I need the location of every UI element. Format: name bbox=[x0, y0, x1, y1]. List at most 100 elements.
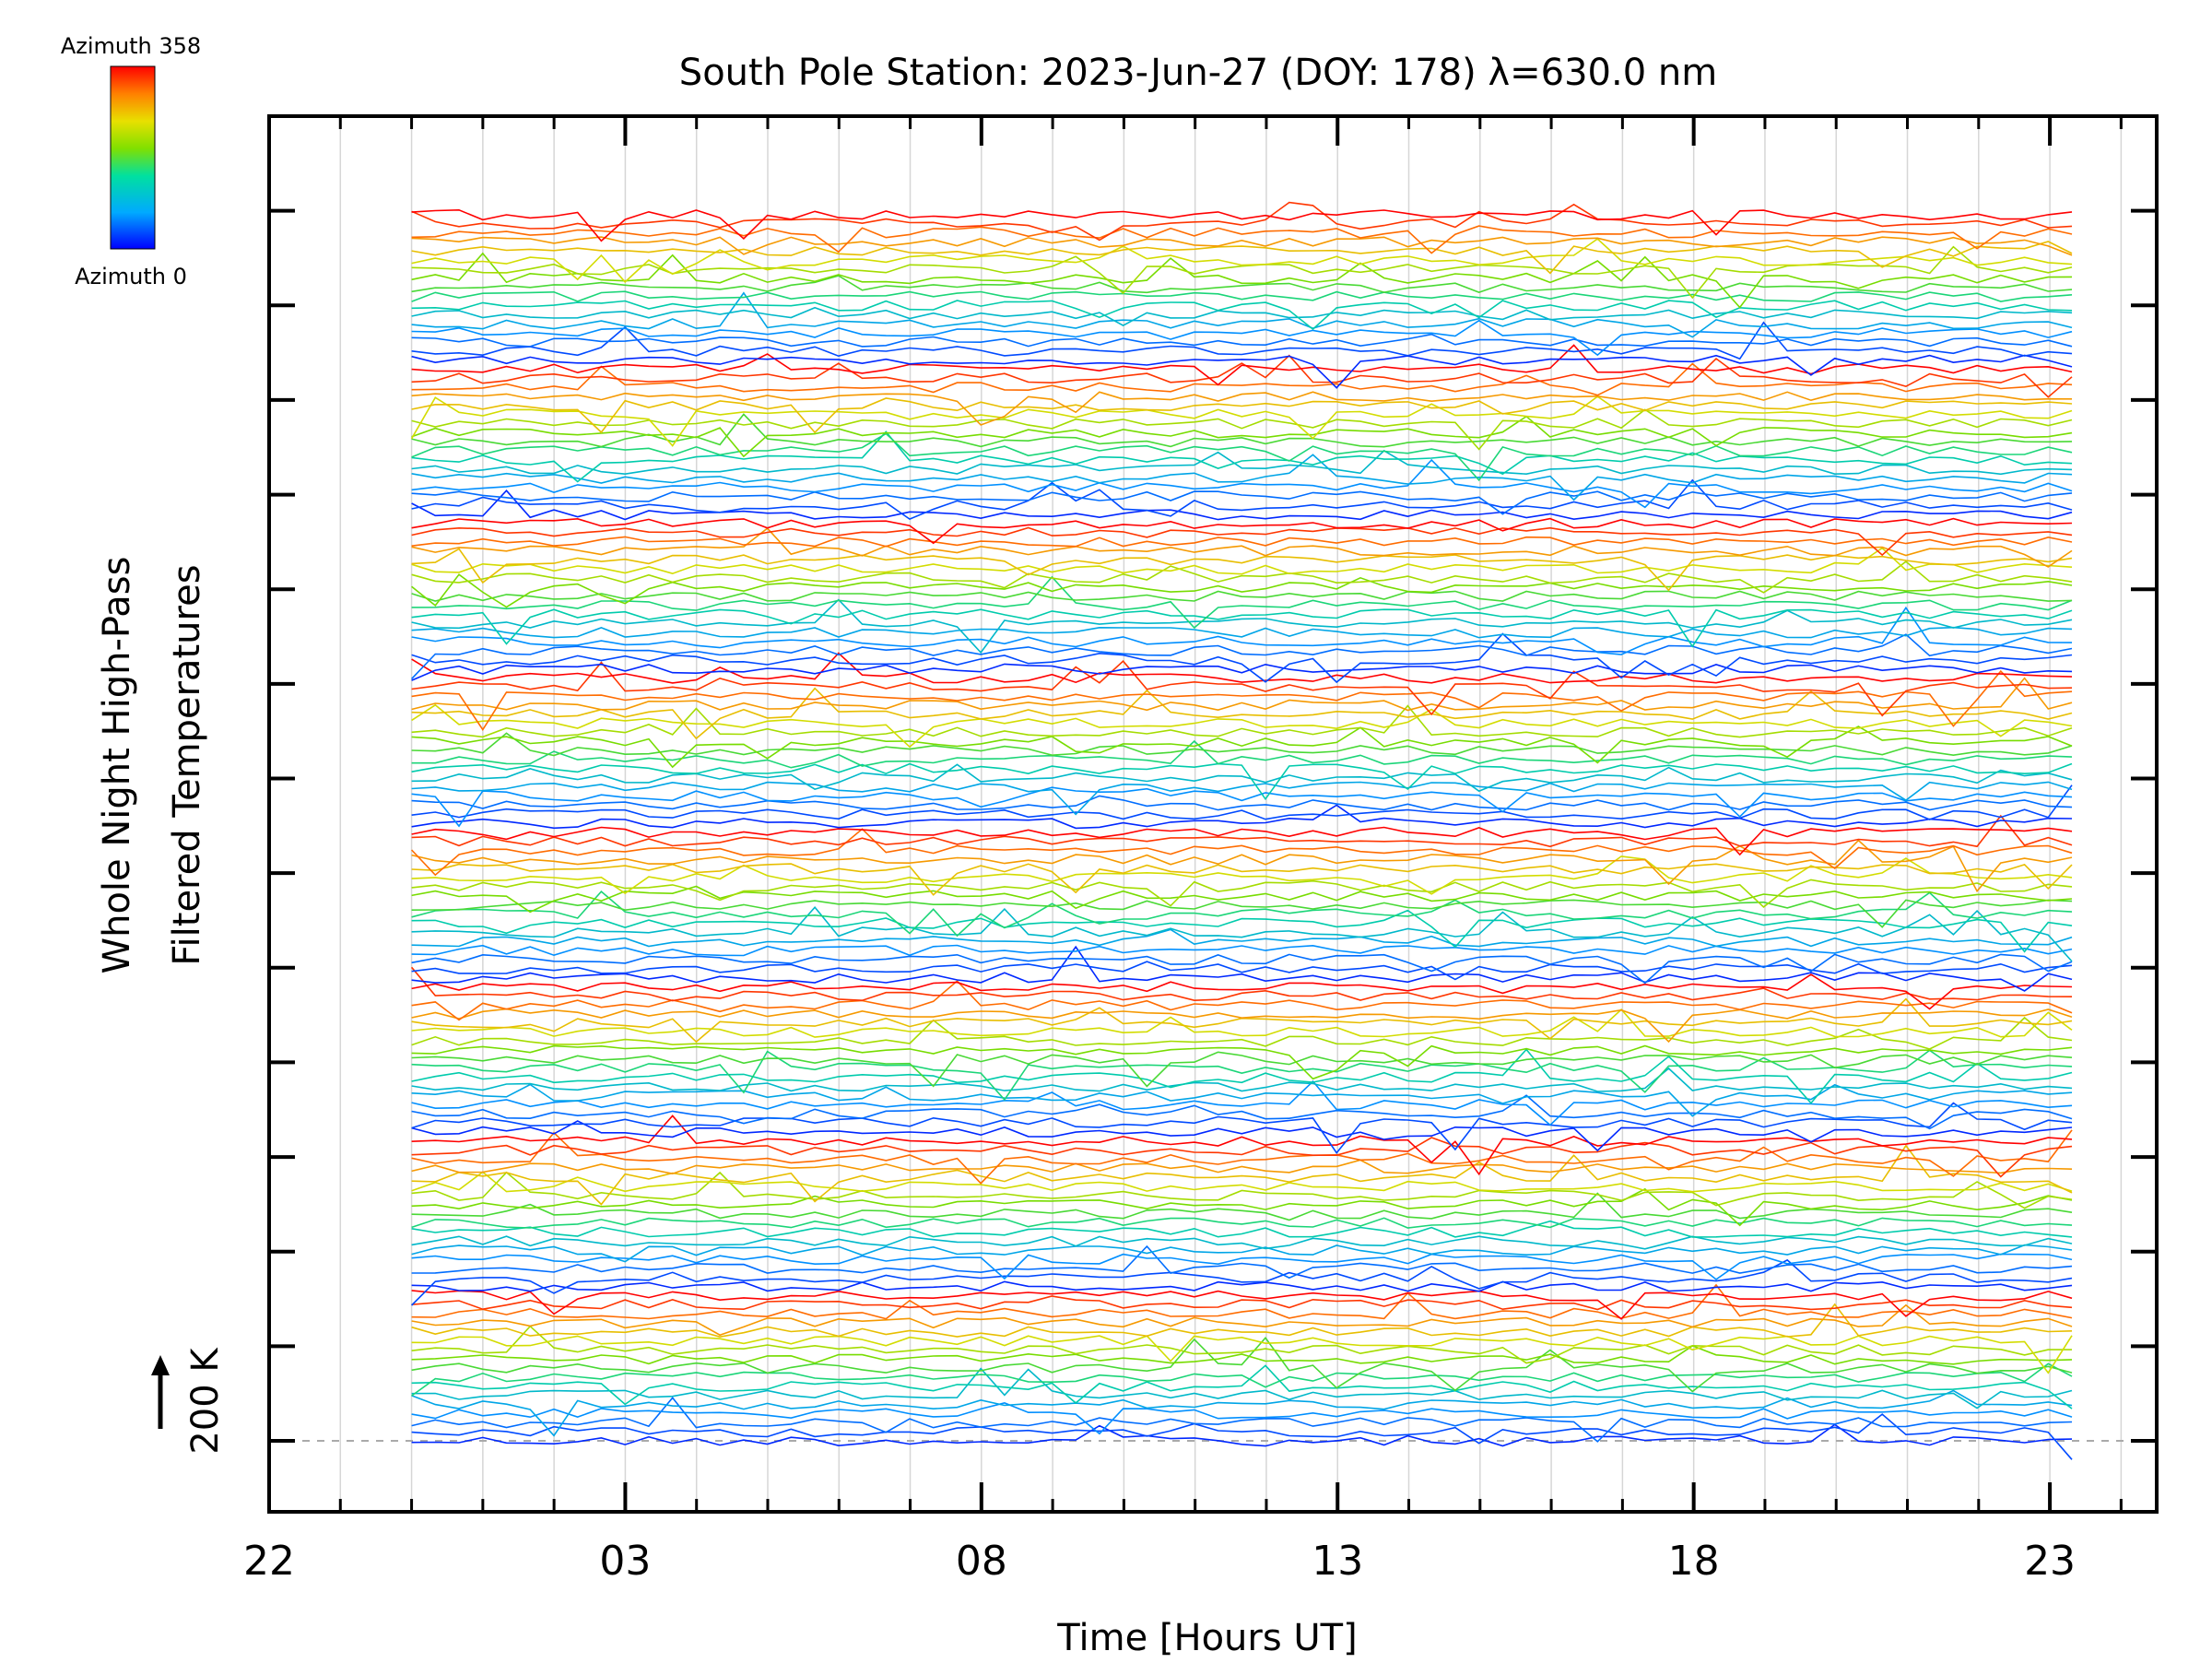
series-line bbox=[411, 1367, 2073, 1409]
series-line bbox=[411, 828, 2073, 877]
series-line bbox=[411, 1345, 2073, 1365]
series-line bbox=[411, 1144, 2073, 1206]
series-line bbox=[411, 1137, 2073, 1178]
y-axis-label-line-1: Whole Night High-Pass bbox=[96, 557, 138, 974]
series-line bbox=[411, 909, 2073, 953]
series-line bbox=[411, 855, 2073, 895]
x-tick-label: 18 bbox=[1668, 1538, 1720, 1585]
series-line bbox=[411, 1129, 2073, 1185]
series-line bbox=[411, 928, 2073, 948]
series-line bbox=[411, 633, 2073, 679]
series-line bbox=[410, 966, 2073, 1002]
series-line bbox=[411, 449, 2073, 476]
y-axis-label: Whole Night High-Pass Filtered Temperatu… bbox=[96, 557, 208, 974]
series-line bbox=[411, 781, 2073, 816]
series-line bbox=[411, 899, 2073, 928]
series-line bbox=[411, 1171, 2073, 1209]
series-line bbox=[411, 660, 2073, 717]
x-tick-label: 13 bbox=[1312, 1538, 1363, 1585]
series-line bbox=[411, 961, 2073, 981]
series-line bbox=[411, 291, 2073, 338]
scale-indicator: 200 K bbox=[151, 1347, 227, 1455]
series-line bbox=[411, 663, 2073, 681]
series-line bbox=[411, 238, 2073, 283]
series-line bbox=[411, 1094, 2073, 1130]
series-line bbox=[411, 1235, 2073, 1250]
legend-top-label: Azimuth 358 bbox=[61, 33, 201, 59]
series-line bbox=[411, 1079, 2073, 1126]
series-line bbox=[411, 1016, 2073, 1050]
series-line bbox=[411, 1159, 2073, 1175]
series-line bbox=[411, 236, 2073, 256]
series-line bbox=[411, 703, 2073, 749]
x-tick-label: 23 bbox=[2024, 1538, 2076, 1585]
series-line bbox=[411, 354, 2073, 398]
series-line bbox=[411, 590, 2073, 602]
series-line bbox=[411, 241, 2073, 275]
series-line bbox=[411, 762, 2073, 801]
series-line bbox=[411, 890, 2073, 938]
series-line bbox=[411, 333, 2073, 348]
series-line bbox=[411, 1220, 2073, 1238]
series-line bbox=[411, 458, 2073, 509]
series-line bbox=[411, 944, 2073, 957]
series-line bbox=[411, 560, 2073, 594]
series-line bbox=[411, 608, 2073, 648]
series-line bbox=[411, 1402, 2073, 1435]
series-line bbox=[411, 677, 2073, 712]
x-tick-label: 22 bbox=[243, 1538, 295, 1585]
series-line bbox=[411, 208, 2073, 242]
series-line bbox=[411, 454, 2073, 501]
scale-arrow-head bbox=[151, 1355, 170, 1375]
series-line bbox=[411, 547, 2073, 575]
series-line bbox=[411, 354, 2073, 389]
series-line bbox=[411, 391, 2073, 426]
series-line bbox=[411, 432, 2073, 482]
series-line bbox=[411, 652, 2073, 684]
series-line bbox=[411, 1120, 2073, 1152]
series-line bbox=[411, 980, 2073, 1021]
series-line bbox=[411, 1337, 2073, 1393]
series-line bbox=[411, 527, 2073, 568]
series-line bbox=[411, 536, 2073, 548]
series-line bbox=[411, 1049, 2073, 1102]
plot-area: 22 03 08 13 18 23 bbox=[243, 114, 2159, 1585]
legend-bottom-label: Azimuth 0 bbox=[75, 264, 187, 289]
series-line bbox=[411, 489, 2073, 521]
series-line bbox=[411, 704, 2073, 738]
series-line bbox=[411, 1303, 2073, 1337]
series-line bbox=[411, 1325, 2072, 1364]
series-line bbox=[411, 1303, 2073, 1339]
series-line bbox=[411, 225, 2073, 254]
series-line bbox=[411, 430, 2073, 483]
series-line bbox=[411, 517, 2073, 545]
series-line bbox=[411, 795, 2073, 811]
series-line bbox=[411, 321, 2073, 360]
series-line bbox=[411, 1335, 2073, 1374]
series-line bbox=[411, 1389, 2073, 1437]
chart-title: South Pole Station: 2023-Jun-27 (DOY: 17… bbox=[679, 52, 1717, 94]
series-line bbox=[411, 1115, 2073, 1176]
series-line bbox=[411, 490, 2073, 515]
series-line bbox=[411, 306, 2073, 327]
series-line bbox=[411, 1083, 2073, 1117]
series-line bbox=[411, 784, 2073, 820]
series-line bbox=[411, 804, 2073, 830]
series-line bbox=[411, 397, 2073, 434]
series-line bbox=[411, 526, 2073, 557]
series-line bbox=[411, 1362, 2073, 1397]
series-line bbox=[411, 1048, 2073, 1104]
series-line bbox=[411, 786, 2073, 828]
series-line bbox=[411, 573, 2073, 608]
x-axis-label: Time [Hours UT] bbox=[1056, 1617, 1357, 1659]
x-tick-label: 08 bbox=[956, 1538, 1007, 1585]
y-axis-label-line-2: Filtered Temperatures bbox=[166, 564, 208, 965]
series-line bbox=[411, 1244, 2073, 1263]
series-line bbox=[411, 413, 2073, 448]
series-line bbox=[411, 1008, 2073, 1044]
series-line bbox=[411, 814, 2073, 848]
series-line bbox=[411, 415, 2073, 458]
series-line bbox=[411, 1044, 2073, 1080]
